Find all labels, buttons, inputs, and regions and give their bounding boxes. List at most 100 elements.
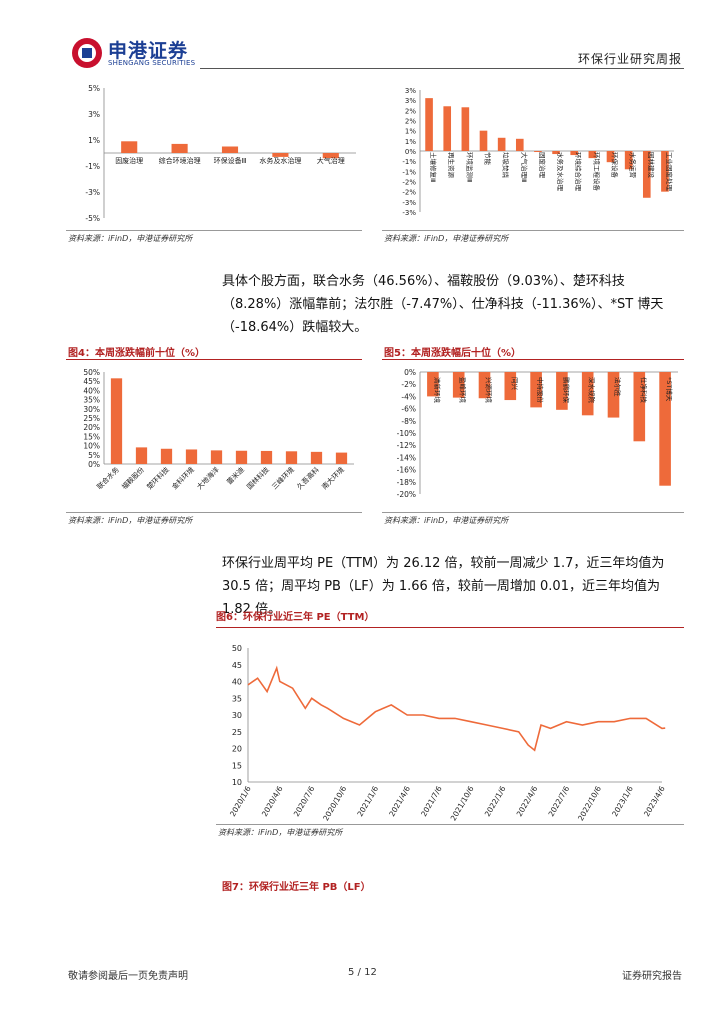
y-tick-label: -20% xyxy=(397,490,416,499)
category-label: 蕾米迪 xyxy=(225,465,246,486)
category-label: 福鞍股份 xyxy=(120,465,146,491)
fig4-title: 图4：本周涨跌幅前十位（%） xyxy=(68,348,205,359)
category-label: 深水规院 xyxy=(588,377,597,404)
category-label: 固废治理 xyxy=(538,152,547,179)
chart-fig6: 10 15 20 25 30 35 40 45 50 2020/1/6 2020/4/6 2020/7… xyxy=(228,644,667,822)
category-label: 大气治理Ⅲ xyxy=(520,152,529,182)
x-tick-label: 2023/1/6 xyxy=(610,784,635,818)
y-tick-label: 40% xyxy=(83,386,100,395)
bar xyxy=(607,372,620,418)
y-tick-label: 5% xyxy=(88,84,100,93)
brand-logo: 申港证券 SHENGANG SECURITIES xyxy=(72,36,212,72)
bar xyxy=(121,141,138,153)
y-tick-label: 1% xyxy=(405,128,416,136)
x-tick-label: 2020/7/6 xyxy=(292,784,317,818)
y-tick-label: 20 xyxy=(232,745,242,754)
fig5-title: 图5：本周涨跌幅后十位（%） xyxy=(384,348,521,359)
bar xyxy=(443,106,452,151)
bar xyxy=(556,372,568,410)
category-label: 法尔胜 xyxy=(614,377,623,397)
category-label: 环保设备Ⅲ xyxy=(214,156,247,165)
category-label: 仕净科技 xyxy=(639,377,648,404)
y-tick-label: 3% xyxy=(405,87,416,95)
category-label: 楚环科技 xyxy=(145,465,171,491)
category-label: 综合环境治理 xyxy=(159,156,201,165)
y-tick-label: -4% xyxy=(401,392,416,401)
bar xyxy=(427,372,439,397)
y-tick-label: 35% xyxy=(83,396,100,405)
report-title: 环保行业研究周报 xyxy=(577,52,682,66)
paragraph-valuation: 环保行业周平均 PE（TTM）为 26.12 倍，较前一周减少 1.7，近三年均… xyxy=(222,556,665,617)
category-label: 园林建设 xyxy=(647,152,656,179)
source-divider xyxy=(382,230,684,231)
fig6-title-rule xyxy=(216,627,684,628)
category-label: 固废治理 xyxy=(115,156,143,165)
page-number: 5 / 12 xyxy=(348,967,377,978)
bar xyxy=(171,143,188,153)
x-tick-label: 2020/4/6 xyxy=(260,784,285,818)
source-divider xyxy=(382,512,684,513)
x-tick-label: 2023/4/6 xyxy=(642,784,667,818)
y-tick-label: 1% xyxy=(405,138,416,146)
y-tick-label: -1% xyxy=(402,158,416,166)
y-tick-label: -1% xyxy=(85,162,100,171)
y-tick-label: 15 xyxy=(232,761,242,770)
y-tick-label: 20% xyxy=(83,423,100,432)
y-tick-label: -3% xyxy=(402,199,416,207)
category-label: 环境综合治理 xyxy=(574,152,583,192)
bar xyxy=(210,450,223,464)
bar xyxy=(461,107,470,151)
category-label: 环保设备 xyxy=(611,152,620,179)
bar xyxy=(624,151,633,170)
x-tick-label: 2021/7/6 xyxy=(419,784,444,818)
y-tick-label: 5% xyxy=(88,451,100,460)
y-tick-label: 2% xyxy=(405,107,416,115)
source-note: 资料来源：iFinD，申港证券研究所 xyxy=(68,516,193,525)
y-tick-label: 50% xyxy=(83,368,100,377)
bar xyxy=(633,372,646,442)
brand-name-en: SHENGANG SECURITIES xyxy=(108,59,196,67)
source-note: 资料来源：iFinD，申港证券研究所 xyxy=(384,516,509,525)
category-label: 鹏鹞环保 xyxy=(562,377,571,404)
category-label: 水务及水治理 xyxy=(259,156,301,165)
y-tick-label: 3% xyxy=(405,97,416,105)
pe-series-line xyxy=(247,665,666,752)
x-tick-label: 2020/1/6 xyxy=(228,784,253,818)
y-tick-label: -3% xyxy=(402,209,416,217)
category-label: 大气治理 xyxy=(317,156,345,165)
y-tick-label: -8% xyxy=(401,417,416,426)
bar xyxy=(659,372,671,486)
bar xyxy=(530,372,542,408)
category-label: 久吾高科 xyxy=(295,465,321,491)
x-tick-label: 2022/4/6 xyxy=(515,784,540,818)
category-label: 中持股份 xyxy=(536,377,545,404)
bar xyxy=(272,153,289,157)
bar xyxy=(285,451,298,464)
x-tick-label: 2022/1/6 xyxy=(483,784,508,818)
fig6-title: 图6：环保行业近三年 PE（TTM） xyxy=(216,612,375,623)
y-tick-label: 45 xyxy=(232,661,242,670)
category-label: 水务及水治理 xyxy=(556,152,565,192)
x-tick-label: 2022/7/6 xyxy=(547,784,572,818)
y-tick-label: 45% xyxy=(83,377,100,386)
category-label: 国林科技 xyxy=(245,465,271,491)
chart-fig5: 0% -2% -4% -6% -8% -10% -12% -14% -16% -18% -20% 清新… xyxy=(397,368,678,499)
category-label: 三峰环境 xyxy=(270,465,296,491)
fig4-title-rule xyxy=(66,359,362,360)
category-label: *ST博天 xyxy=(665,377,674,402)
y-tick-label: 40 xyxy=(232,678,242,687)
category-label: 清新环境 xyxy=(433,377,442,404)
category-label: 兴源环境 xyxy=(485,377,494,404)
y-tick-label: -18% xyxy=(397,478,416,487)
y-tick-label: -10% xyxy=(397,429,416,438)
y-tick-label: 50 xyxy=(232,644,242,653)
bar xyxy=(185,449,198,464)
y-tick-label: 0% xyxy=(88,460,100,469)
y-tick-label: 0% xyxy=(405,148,416,156)
bar xyxy=(425,98,433,151)
logo-mark-icon xyxy=(72,38,102,68)
source-note: 资料来源：iFinD，申港证券研究所 xyxy=(218,828,343,837)
bar xyxy=(606,151,615,163)
bar xyxy=(504,372,517,401)
bar xyxy=(235,450,248,464)
